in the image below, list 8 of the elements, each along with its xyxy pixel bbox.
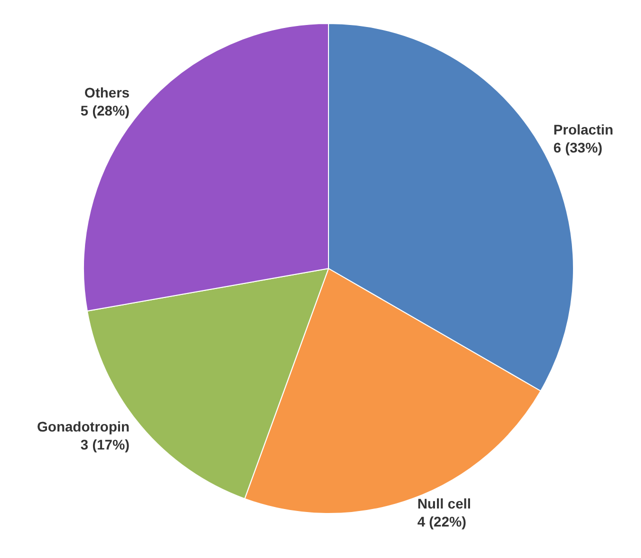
- slice-label: Null cell: [417, 496, 472, 512]
- slice-label: Prolactin: [553, 122, 614, 138]
- data-label: 6 (33%): [553, 140, 602, 156]
- data-label: 3 (17%): [80, 436, 130, 452]
- data-label: 5 (28%): [80, 102, 130, 119]
- slice-label: Others: [84, 84, 130, 101]
- data-label: 4 (22%): [417, 514, 466, 530]
- slice-label: Gonadotropin: [37, 418, 130, 434]
